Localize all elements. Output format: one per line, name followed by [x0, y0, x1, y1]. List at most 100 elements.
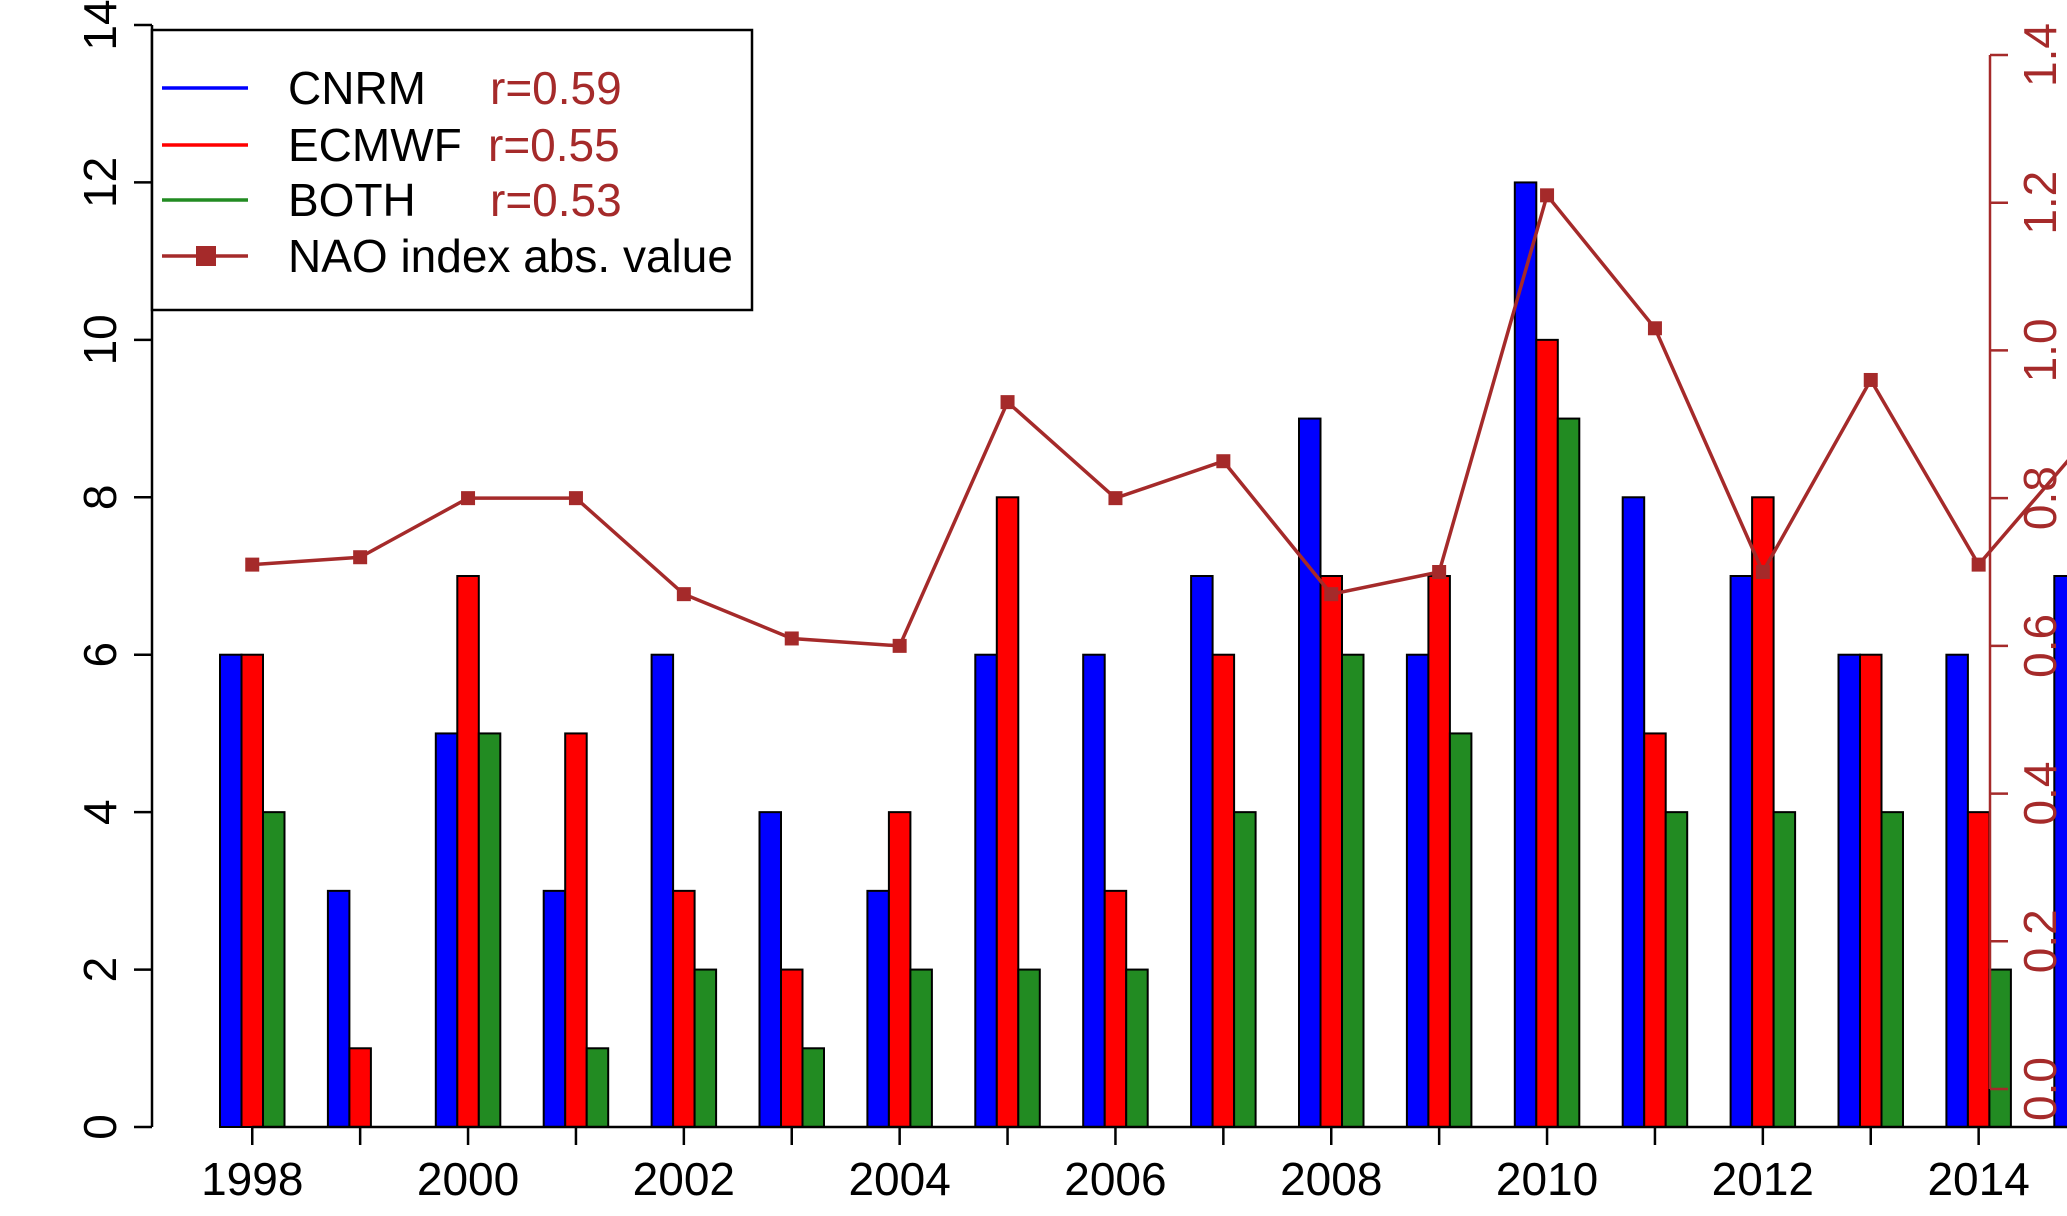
bar-both-2002	[693, 968, 718, 1128]
bar-cnrm-2009	[1405, 653, 1430, 1128]
legend-r-both: r=0.53	[490, 174, 622, 226]
left-tick-label-10: 10	[74, 314, 126, 365]
right-tick-label-1.2: 1.2	[2014, 171, 2066, 235]
bar-cnrm-2001	[542, 889, 567, 1128]
bar-cnrm-2006	[1082, 653, 1106, 1128]
nao-point-1999	[353, 550, 368, 565]
bar-both-2005	[1017, 968, 1041, 1128]
axes-layer: 0 2 4 6 8 10 12 14 1998 2000 2002 2004 2006 2008 2010 2…	[74, 0, 2067, 1205]
bars-layer	[219, 181, 2067, 1129]
bar-ecmwf-1998	[240, 653, 264, 1128]
bar-cnrm-2010	[1513, 181, 1538, 1128]
nao-point-2001	[568, 491, 583, 506]
bar-both-2001	[585, 1047, 610, 1129]
bar-both-2003	[801, 1047, 825, 1129]
bar-both-2012	[1772, 811, 1797, 1129]
bottom-tick-label-2012: 2012	[1712, 1153, 1814, 1205]
bar-ecmwf-2005	[995, 496, 1020, 1128]
right-tick-label-1.0: 1.0	[2014, 318, 2066, 382]
bar-both-2013	[1880, 811, 1904, 1129]
bar-ecmwf-2007	[1211, 653, 1236, 1128]
nao-point-2003	[784, 631, 799, 646]
nao-point-2005	[1000, 395, 1015, 410]
bottom-tick-label-2010: 2010	[1496, 1153, 1598, 1205]
bar-ecmwf-2008	[1319, 575, 1343, 1128]
nao-point-2002	[676, 587, 691, 602]
bar-both-2010	[1556, 417, 1581, 1129]
legend-label-both: BOTH	[288, 174, 416, 226]
bar-ecmwf-2014	[1966, 811, 1991, 1129]
bar-cnrm-2012	[1729, 575, 1754, 1128]
nao-point-2007	[1216, 454, 1231, 469]
legend-r-cnrm: r=0.59	[490, 62, 622, 114]
bottom-tick-label-2000: 2000	[417, 1153, 519, 1205]
left-tick-label-12: 12	[74, 157, 126, 208]
bar-both-2006	[1125, 968, 1149, 1128]
nao-point-2009	[1432, 565, 1447, 579]
left-tick-label-0: 0	[74, 1114, 126, 1140]
bar-cnrm-2000	[434, 732, 459, 1129]
left-tick-label-4: 4	[74, 799, 126, 825]
nao-point-2014	[1971, 557, 1986, 572]
bottom-tick-label-2002: 2002	[633, 1153, 735, 1205]
bar-cnrm-2008	[1298, 417, 1322, 1129]
bottom-tick-label-2014: 2014	[1927, 1153, 2029, 1205]
bar-both-2007	[1233, 811, 1257, 1129]
right-tick-label-0.8: 0.8	[2014, 466, 2066, 530]
left-tick-label-14: 14	[74, 0, 126, 51]
bottom-tick-label-2004: 2004	[848, 1153, 950, 1205]
bar-cnrm-2014	[1945, 653, 1969, 1128]
bottom-tick-label-2006: 2006	[1064, 1153, 1166, 1205]
bar-cnrm-2007	[1190, 575, 1214, 1128]
bar-ecmwf-2011	[1643, 732, 1667, 1129]
nao-point-2012	[1755, 565, 1770, 579]
nao-point-2010	[1540, 188, 1555, 203]
left-tick-label-8: 8	[74, 484, 126, 510]
left-tick-label-2: 2	[74, 957, 126, 983]
right-tick-label-0.4: 0.4	[2014, 762, 2066, 826]
bar-both-2008	[1341, 653, 1365, 1128]
bar-ecmwf-2009	[1427, 575, 1451, 1128]
bar-both-2011	[1664, 811, 1689, 1129]
right-tick-label-0.0: 0.0	[2014, 1057, 2066, 1121]
legend-label-nao-index-abs-value: NAO index abs. value	[288, 230, 733, 282]
bar-cnrm-2011	[1621, 496, 1646, 1128]
legend-label-cnrm: CNRM	[288, 62, 426, 114]
bottom-tick-label-1998: 1998	[201, 1153, 303, 1205]
legend-box	[150, 28, 754, 312]
bar-both-2004	[909, 968, 933, 1128]
legend-label-ecmwf: ECMWF	[288, 119, 462, 171]
bar-ecmwf-2013	[1859, 653, 1883, 1128]
bar-ecmwf-2004	[887, 811, 912, 1129]
bar-ecmwf-2001	[564, 732, 588, 1129]
legend-marker-nao	[196, 246, 216, 266]
right-tick-label-0.2: 0.2	[2014, 909, 2066, 973]
nao-line	[252, 191, 2067, 648]
nao-point-2000	[461, 491, 476, 506]
bar-cnrm-2005	[974, 653, 998, 1128]
bar-cnrm-2002	[650, 653, 675, 1128]
bar-ecmwf-2000	[456, 575, 480, 1128]
nao-point-2006	[1108, 491, 1123, 506]
right-tick-label-0.6: 0.6	[2014, 614, 2066, 678]
bar-ecmwf-2012	[1751, 496, 1775, 1128]
bar-cnrm-2004	[866, 889, 890, 1128]
nao-point-2013	[1863, 372, 1878, 387]
nao-point-2011	[1647, 321, 1662, 336]
nao-point-2004	[892, 638, 907, 653]
left-tick-label-6: 6	[74, 642, 126, 668]
bar-ecmwf-1999	[348, 1047, 372, 1129]
bar-both-2000	[477, 732, 502, 1129]
bar-both-1998	[262, 811, 286, 1129]
bottom-tick-label-2008: 2008	[1280, 1153, 1382, 1205]
legend-r-ecmwf: r=0.55	[488, 119, 620, 171]
bar-ecmwf-2010	[1535, 338, 1559, 1129]
bar-cnrm-1998	[219, 653, 243, 1128]
bar-ecmwf-2006	[1103, 889, 1128, 1128]
bar-both-2014	[1988, 968, 2012, 1128]
nao-point-2008	[1324, 587, 1339, 602]
right-tick-label-1.4: 1.4	[2014, 23, 2066, 87]
bar-cnrm-1999	[326, 889, 351, 1128]
